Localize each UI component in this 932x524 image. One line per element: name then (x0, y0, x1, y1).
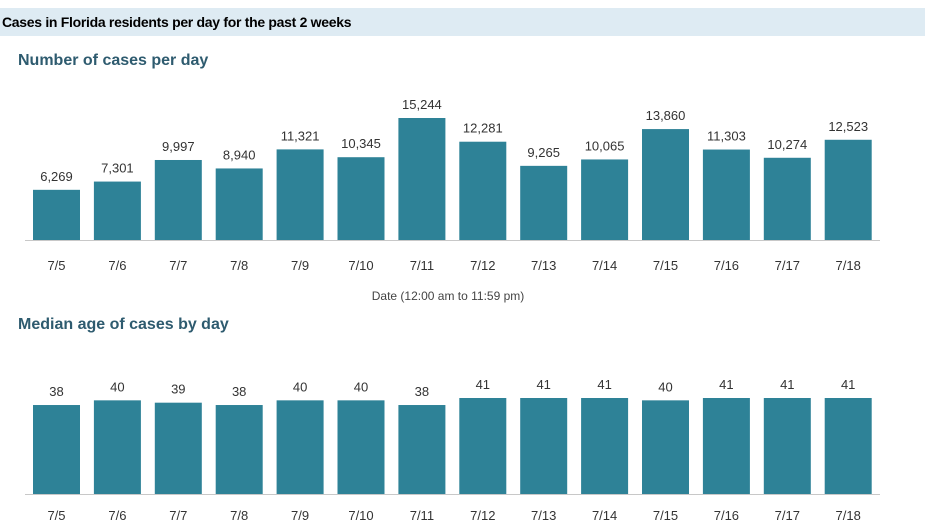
chart2-data-label: 40 (354, 379, 368, 394)
header-title: Cases in Florida residents per day for t… (2, 14, 352, 30)
chart1-data-label: 9,265 (527, 145, 560, 160)
chart1-data-label: 15,244 (402, 97, 442, 112)
chart1-tick-label: 7/13 (531, 258, 556, 273)
chart2-tick-label: 7/8 (230, 508, 248, 523)
chart1-tick-label: 7/17 (775, 258, 800, 273)
chart2-bar (763, 398, 811, 494)
chart2-tick-label: 7/14 (592, 508, 617, 523)
chart2-tick-label: 7/18 (836, 508, 861, 523)
chart2-title: Median age of cases by day (18, 316, 229, 333)
chart1-bar (702, 149, 750, 240)
chart1-tick-label: 7/6 (108, 258, 126, 273)
chart1-tick-label: 7/12 (470, 258, 495, 273)
chart1-bar (337, 157, 385, 240)
chart2-bar (93, 400, 141, 494)
chart1-bar (520, 165, 568, 240)
chart2-tick-label: 7/17 (775, 508, 800, 523)
chart1-data-label: 10,274 (767, 137, 807, 152)
chart2-tick-label: 7/10 (348, 508, 373, 523)
chart2-tick-label: 7/6 (108, 508, 126, 523)
chart2-data-label: 40 (658, 379, 672, 394)
chart2-data-label: 38 (49, 384, 63, 399)
chart1-bar (215, 168, 263, 240)
chart2-bar (215, 405, 263, 494)
chart1-bar (276, 149, 324, 240)
chart1-data-label: 11,303 (707, 129, 746, 144)
chart2-data-label: 41 (536, 377, 550, 392)
chart1-tick-label: 7/9 (291, 258, 309, 273)
chart2-bar (824, 398, 872, 494)
chart2-data-label: 38 (232, 384, 246, 399)
chart1-data-label: 13,860 (646, 108, 686, 123)
chart2-bar (276, 400, 324, 494)
chart1-tick-label: 7/10 (348, 258, 373, 273)
chart1-bar (763, 157, 811, 240)
chart2-bar (702, 398, 750, 494)
chart2-data-label: 40 (110, 379, 124, 394)
chart1-bar (824, 139, 872, 240)
chart1-tick-label: 7/11 (410, 258, 434, 273)
chart2-tick-label: 7/9 (291, 508, 309, 523)
chart1-x-axis-label: Date (12:00 am to 11:59 pm) (372, 289, 525, 303)
chart2-data-label: 41 (841, 377, 855, 392)
chart1-tick-label: 7/8 (230, 258, 248, 273)
chart1-bar (581, 159, 629, 240)
header-bar: Cases in Florida residents per day for t… (0, 8, 925, 36)
chart2-bar (398, 405, 446, 494)
chart1-bar (459, 141, 507, 240)
chart1-tick-label: 7/15 (653, 258, 678, 273)
chart2-data-label: 39 (171, 382, 185, 397)
chart1-tick-label: 7/18 (836, 258, 861, 273)
chart1-data-label: 10,065 (585, 138, 625, 153)
chart1-tick-label: 7/16 (714, 258, 739, 273)
chart1-data-label: 9,997 (162, 139, 195, 154)
chart1-bar (642, 129, 689, 240)
chart1-tick-label: 7/7 (169, 258, 187, 273)
chart2-data-label: 41 (597, 377, 611, 392)
chart2-tick-label: 7/5 (47, 508, 65, 523)
chart2-bar (459, 398, 507, 494)
chart2-bar (154, 402, 202, 494)
chart2-bar (581, 398, 629, 494)
chart1-data-label: 12,523 (828, 119, 868, 134)
chart2-bar (33, 405, 80, 494)
chart2-tick-label: 7/15 (653, 508, 678, 523)
chart1-bar (93, 181, 141, 240)
chart2-bar (337, 400, 385, 494)
chart1-data-label: 8,940 (223, 147, 256, 162)
chart2-tick-label: 7/13 (531, 508, 556, 523)
chart1-title: Number of cases per day (18, 52, 209, 69)
chart2-tick-label: 7/12 (470, 508, 495, 523)
chart2-tick-label: 7/11 (410, 508, 434, 523)
chart1-data-label: 7,301 (101, 161, 134, 176)
chart1-data-label: 12,281 (463, 121, 503, 136)
chart2-data-label: 41 (780, 377, 794, 392)
chart2-bar (520, 398, 568, 494)
chart2-data-label: 38 (415, 384, 429, 399)
chart2-data-label: 41 (476, 377, 490, 392)
chart2-data-label: 40 (293, 379, 307, 394)
chart1-tick-label: 7/5 (47, 258, 65, 273)
chart2-tick-label: 7/16 (714, 508, 739, 523)
chart1-data-label: 6,269 (40, 169, 73, 184)
chart1-tick-label: 7/14 (592, 258, 617, 273)
chart2-bar (642, 400, 689, 494)
chart2-data-label: 41 (719, 377, 733, 392)
chart1-bar (154, 159, 202, 240)
chart1-bar (33, 189, 80, 240)
chart1-bar (398, 118, 446, 240)
chart2-tick-label: 7/7 (169, 508, 187, 523)
chart1-data-label: 10,345 (341, 136, 381, 151)
chart1-data-label: 11,321 (281, 128, 320, 143)
